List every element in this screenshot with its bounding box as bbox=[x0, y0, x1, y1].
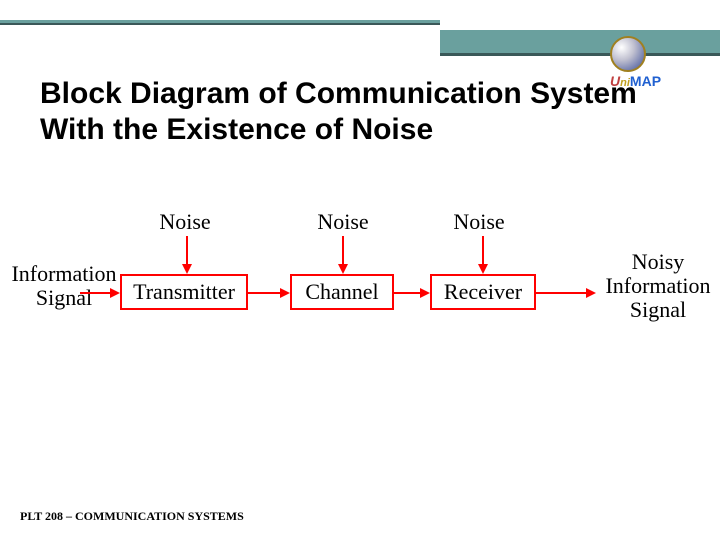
noise-label-3: Noise bbox=[444, 210, 514, 234]
arrow-noise-1 bbox=[180, 236, 194, 274]
arrow-tx-ch bbox=[248, 286, 290, 300]
block-diagram: Noise Noise Noise Information Signal Noi… bbox=[10, 220, 710, 400]
box-transmitter: Transmitter bbox=[120, 274, 248, 310]
noise-label-2: Noise bbox=[308, 210, 378, 234]
output-label: Noisy Information Signal bbox=[598, 250, 718, 323]
page-title: Block Diagram of Communication System Wi… bbox=[40, 76, 680, 148]
globe-icon bbox=[610, 36, 646, 72]
input-label-line1: Information bbox=[11, 261, 116, 286]
arrow-noise-2 bbox=[336, 236, 350, 274]
arrow-noise-3 bbox=[476, 236, 490, 274]
output-label-line2: Information bbox=[605, 273, 710, 298]
output-label-line1: Noisy bbox=[632, 249, 685, 274]
arrow-input bbox=[80, 286, 120, 300]
box-receiver: Receiver bbox=[430, 274, 536, 310]
arrow-ch-rx bbox=[394, 286, 430, 300]
box-channel: Channel bbox=[290, 274, 394, 310]
noise-label-1: Noise bbox=[150, 210, 220, 234]
output-label-line3: Signal bbox=[630, 297, 686, 322]
arrow-output bbox=[536, 286, 596, 300]
header-line-shadow bbox=[0, 23, 440, 25]
footer: PLT 208 – COMMUNICATION SYSTEMS bbox=[20, 509, 244, 524]
